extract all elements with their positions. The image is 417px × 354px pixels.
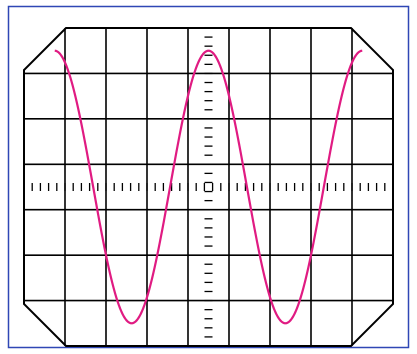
sine-waveform	[54, 49, 363, 325]
graticule-grid	[24, 28, 393, 346]
figure-border	[7, 5, 410, 349]
center-axis-ticks	[31, 36, 386, 338]
screen-outline	[23, 27, 394, 347]
